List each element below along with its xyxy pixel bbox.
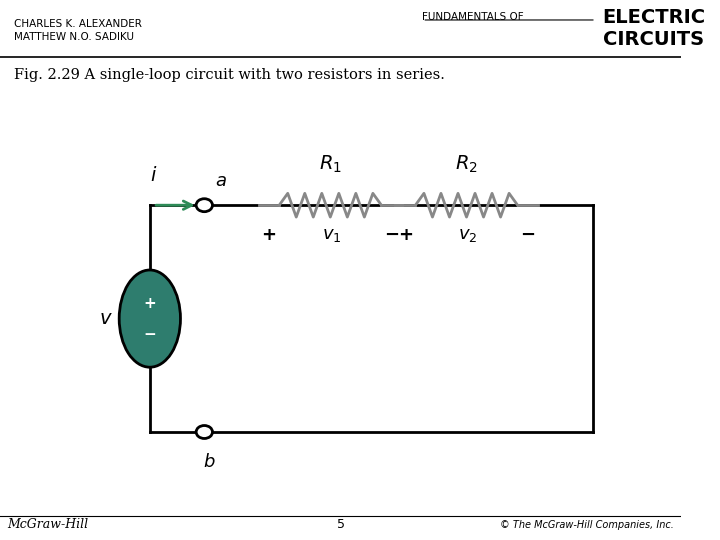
- Text: 5: 5: [336, 518, 345, 531]
- Text: MATTHEW N.O. SADIKU: MATTHEW N.O. SADIKU: [14, 32, 134, 43]
- Circle shape: [196, 426, 212, 438]
- Text: $R_1$: $R_1$: [319, 154, 342, 176]
- Circle shape: [196, 199, 212, 212]
- Text: $i$: $i$: [150, 166, 157, 185]
- Text: © The McGraw-Hill Companies, Inc.: © The McGraw-Hill Companies, Inc.: [500, 520, 674, 530]
- Text: $b$: $b$: [204, 453, 216, 471]
- Text: ELECTRIC: ELECTRIC: [603, 8, 706, 27]
- Text: $v_1$: $v_1$: [322, 226, 341, 244]
- Text: −: −: [143, 327, 156, 342]
- Text: $v$: $v$: [99, 309, 112, 328]
- Text: $v_2$: $v_2$: [458, 226, 477, 244]
- Text: Fig. 2.29 A single-loop circuit with two resistors in series.: Fig. 2.29 A single-loop circuit with two…: [14, 68, 444, 82]
- Text: +: +: [397, 226, 413, 244]
- Text: $R_2$: $R_2$: [455, 154, 478, 176]
- Text: +: +: [143, 296, 156, 311]
- Text: CIRCUITS: CIRCUITS: [603, 30, 704, 49]
- Text: CHARLES K. ALEXANDER: CHARLES K. ALEXANDER: [14, 19, 142, 29]
- Text: +: +: [261, 226, 276, 244]
- Text: $a$: $a$: [215, 172, 228, 190]
- Text: FUNDAMENTALS OF: FUNDAMENTALS OF: [422, 12, 524, 22]
- Text: McGraw-Hill: McGraw-Hill: [6, 518, 88, 531]
- Text: −: −: [521, 226, 536, 244]
- Ellipse shape: [120, 270, 181, 367]
- Text: −: −: [384, 226, 399, 244]
